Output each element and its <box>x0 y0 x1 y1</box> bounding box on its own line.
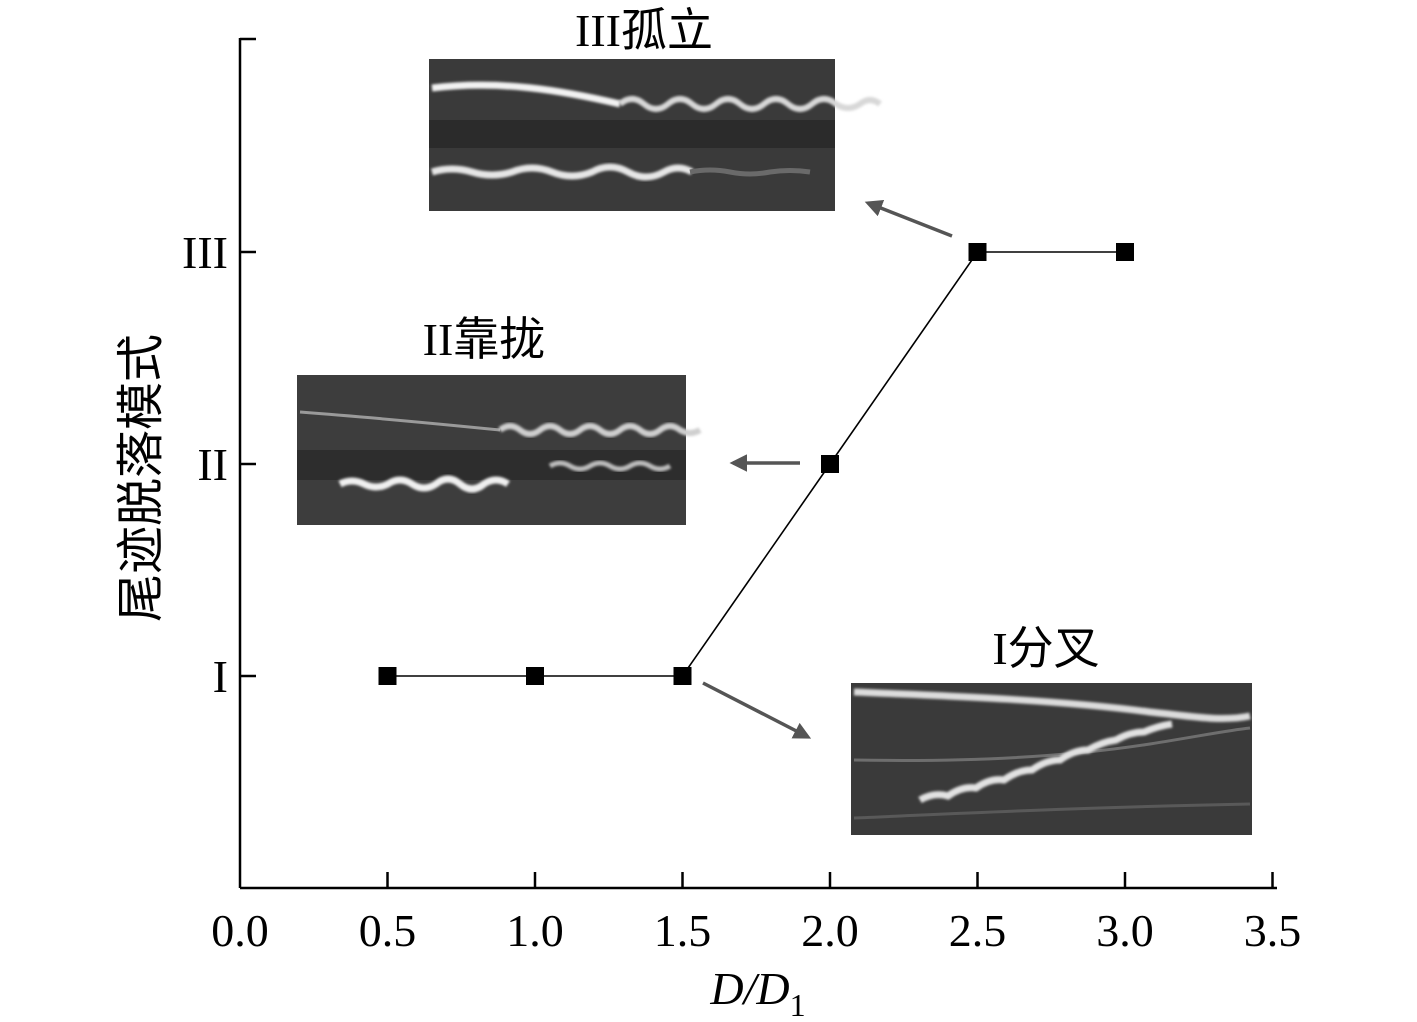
data-point-marker <box>821 455 839 473</box>
x-axis-label-main: D/D <box>709 963 789 1014</box>
inset-II-band <box>297 450 686 480</box>
x-tick-label: 2.5 <box>949 905 1007 956</box>
data-point-marker <box>526 667 544 685</box>
inset-I-title: I分叉 <box>992 623 1099 674</box>
x-axis-ticks: 0.0 0.5 1.0 1.5 2.0 2.5 3.0 3.5 <box>211 872 1301 956</box>
data-point-marker <box>968 243 987 261</box>
inset-II-lower-streak <box>338 475 510 493</box>
y-tick-label: III <box>182 227 228 278</box>
inset-I-upper-streak <box>853 688 1251 723</box>
inset-III-upper-streak <box>431 81 621 108</box>
series-polyline <box>387 251 1125 677</box>
inset-III-lower-wake <box>689 167 811 177</box>
series-markers <box>378 243 1134 685</box>
inset-I-lower-streak <box>918 720 1173 804</box>
y-tick-label: II <box>197 439 228 490</box>
x-tick-label: 0.5 <box>359 905 417 956</box>
x-tick-label: 3.0 <box>1096 905 1154 956</box>
inset-II-lower-wake <box>548 460 672 472</box>
x-tick-label: 3.5 <box>1244 905 1302 956</box>
arrow-to-inset-III <box>864 199 953 238</box>
data-point-marker <box>1116 243 1134 261</box>
inset-III-lower-streak <box>430 163 694 181</box>
inset-I-middle-line <box>853 726 1251 762</box>
x-tick-label: 0.0 <box>211 905 269 956</box>
inset-II-title: II靠拢 <box>423 314 546 365</box>
data-point-marker <box>673 667 692 685</box>
inset-III: III孤立 <box>429 5 882 211</box>
series-line <box>387 251 1125 677</box>
x-tick-label: 1.5 <box>654 905 712 956</box>
y-axis-label: 尾迹脱落模式 <box>115 334 168 622</box>
x-axis-label-subscript: 1 <box>790 987 806 1022</box>
inset-I: I分叉 <box>851 623 1252 835</box>
inset-I-bottom-line <box>853 802 1251 820</box>
inset-III-title: III孤立 <box>575 5 713 56</box>
data-point-marker <box>378 667 397 685</box>
x-axis-label: D/D1 <box>709 963 805 1022</box>
inset-II-upper-wake <box>498 423 702 437</box>
x-tick-label: 2.0 <box>801 905 859 956</box>
y-tick-label: I <box>213 651 228 702</box>
inset-III-upper-wake <box>618 96 882 112</box>
inset-II: II靠拢 <box>297 314 702 525</box>
inset-III-band <box>429 120 835 148</box>
arrow-to-inset-I <box>702 681 812 739</box>
inset-II-upper-line <box>299 410 501 432</box>
x-tick-label: 1.0 <box>506 905 564 956</box>
